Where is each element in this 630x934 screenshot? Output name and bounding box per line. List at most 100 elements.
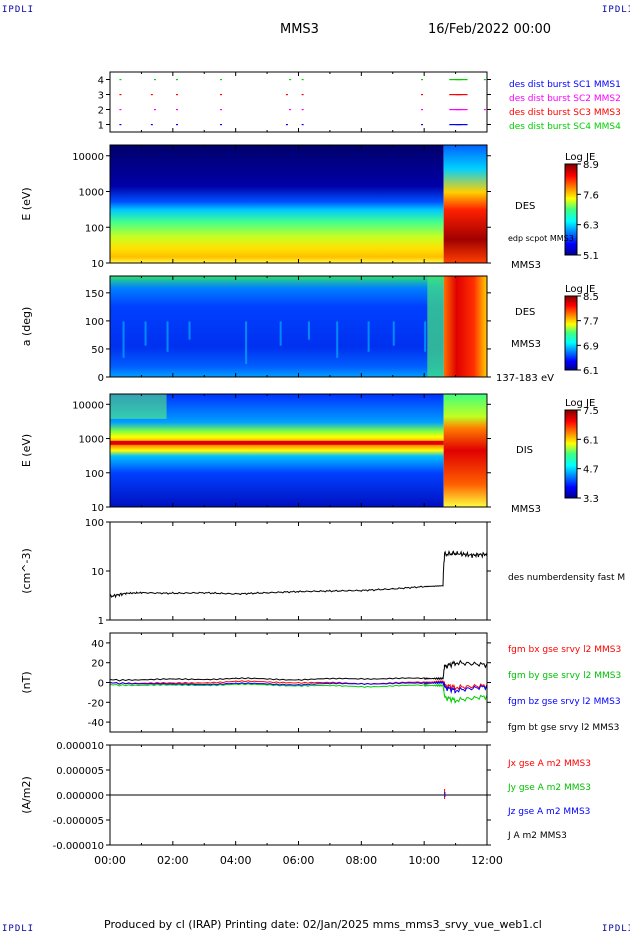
colorbar-tick-label: 8.9 — [583, 160, 599, 171]
burst-flag — [175, 79, 178, 81]
y-tick-label: -20 — [88, 698, 104, 709]
y-tick-label: 3 — [98, 91, 104, 102]
colorbar-tick-label: 6.1 — [583, 435, 599, 446]
des-energy-spectrogram-late — [443, 145, 487, 263]
y-tick-label: 4 — [98, 76, 104, 87]
pitch-angle-streak — [122, 321, 125, 358]
burst-flag — [455, 79, 468, 81]
burst-legend-entry: des dist burst SC1 MMS1 — [509, 80, 621, 90]
colorbar-title: Log JE — [565, 398, 595, 409]
colorbar-tick-label: 6.1 — [583, 366, 599, 377]
dis-energy-band — [110, 440, 444, 445]
y-tick-label: 1000 — [79, 188, 104, 199]
burst-flag — [301, 124, 304, 126]
time-tick-label: 12:00 — [471, 854, 503, 867]
pitch-angle-streak — [307, 321, 310, 340]
burst-flag — [175, 109, 178, 111]
burst-flag — [449, 124, 462, 126]
y-axis-label: (A/m2) — [20, 776, 33, 814]
burst-flag — [219, 109, 222, 111]
y-tick-label: 0 — [98, 679, 104, 690]
colorbar-tick-label: 7.7 — [583, 317, 599, 328]
field-legend-entry: fgm bz gse srvy l2 MMS3 — [508, 697, 621, 707]
current-legend-entry: J A m2 MMS3 — [507, 831, 567, 841]
colorbar-tick-label: 5.1 — [583, 251, 599, 262]
dis-high-energy-patch — [110, 394, 167, 419]
colorbar-tick-label: 7.6 — [583, 190, 599, 201]
field-line-3 — [109, 659, 488, 682]
field-legend-entry: fgm bx gse srvy l2 MMS3 — [508, 645, 621, 655]
time-tick-label: 04:00 — [220, 854, 252, 867]
y-tick-label: -40 — [88, 718, 104, 729]
burst-flag — [150, 94, 153, 96]
colorbar-tick-label: 6.9 — [583, 341, 599, 352]
y-tick-label: 10 — [91, 503, 104, 514]
pitch-angle-streak — [188, 321, 191, 340]
corner-mark-tr: IPDLI — [602, 5, 630, 15]
pa-spacecraft-label: MMS3 — [511, 339, 541, 350]
pitch-angle-spectrogram — [110, 276, 444, 377]
y-tick-label: 10 — [91, 259, 104, 270]
corner-mark-br: IPDLI — [602, 924, 630, 934]
colorbar-tick-label: 4.7 — [583, 465, 599, 476]
burst-flag — [449, 79, 462, 81]
pitch-angle-streak — [336, 321, 339, 358]
y-tick-label: 100 — [85, 469, 104, 480]
burst-flag — [219, 124, 222, 126]
burst-flag — [449, 109, 462, 111]
y-tick-label: 0.000005 — [56, 766, 104, 777]
burst-flag — [455, 109, 468, 111]
scpot-label: edp scpot MMS3 — [508, 234, 574, 243]
burst-flag — [421, 109, 424, 111]
y-axis-label: (nT) — [20, 671, 33, 693]
burst-flag — [289, 109, 292, 111]
burst-flag — [150, 124, 153, 126]
y-tick-label: 0.000010 — [56, 741, 104, 752]
burst-flag — [219, 79, 222, 81]
current-legend-entry: Jx gse A m2 MMS3 — [507, 759, 591, 769]
des-spacecraft-label: MMS3 — [511, 260, 541, 271]
y-tick-label: 150 — [85, 289, 104, 300]
burst-flag — [175, 124, 178, 126]
time-tick-label: 08:00 — [345, 854, 377, 867]
y-tick-label: -0.000010 — [53, 841, 104, 852]
y-tick-label: 40 — [91, 639, 104, 650]
field-legend-entry: fgm bt gse srvy l2 MMS3 — [508, 723, 619, 733]
burst-flag — [119, 94, 122, 96]
des-label: DES — [515, 201, 535, 212]
burst-flag — [175, 94, 178, 96]
burst-flag — [119, 79, 122, 81]
burst-flag — [421, 79, 424, 81]
y-tick-label: 10 — [91, 567, 104, 578]
pitch-angle-spectrogram-late — [443, 276, 487, 377]
y-tick-label: 10000 — [72, 152, 104, 163]
density-legend: des numberdensity fast M — [508, 573, 625, 583]
burst-legend-entry: des dist burst SC4 MMS4 — [509, 122, 621, 132]
des-energy-spectrogram — [110, 145, 444, 263]
colorbar-tick-label: 8.5 — [583, 292, 599, 303]
burst-flag — [219, 94, 222, 96]
y-axis-label: E (eV) — [20, 434, 33, 467]
y-tick-label: 2 — [98, 106, 104, 117]
y-tick-label: 1000 — [79, 435, 104, 446]
burst-flag — [285, 124, 288, 126]
burst-flag — [153, 109, 156, 111]
time-tick-label: 00:00 — [94, 854, 126, 867]
colorbar — [564, 295, 578, 371]
y-tick-label: 50 — [91, 345, 104, 356]
field-line-2 — [109, 680, 488, 695]
y-tick-label: 20 — [91, 659, 104, 670]
colorbar — [564, 409, 578, 499]
burst-flag — [119, 109, 122, 111]
pa-energy-label: 137-183 eV — [496, 373, 554, 384]
burst-flag — [455, 94, 468, 96]
burst-flag — [455, 124, 468, 126]
burst-legend-entry: des dist burst SC2 MMS2 — [509, 94, 621, 104]
time-tick-label: 06:00 — [283, 854, 315, 867]
colorbar-tick-label: 3.3 — [583, 494, 599, 505]
pitch-angle-streak — [424, 321, 427, 352]
pitch-angle-streak — [279, 321, 282, 346]
corner-mark-bl: IPDLI — [2, 924, 35, 934]
colorbar-title: Log JE — [565, 284, 595, 295]
